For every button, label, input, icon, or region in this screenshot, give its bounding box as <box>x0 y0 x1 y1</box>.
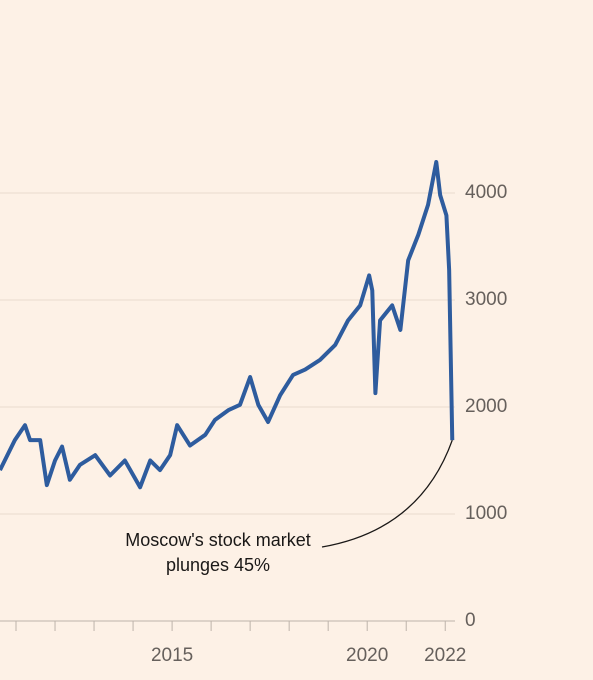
y-tick-label: 2000 <box>465 396 507 417</box>
y-tick-label: 0 <box>465 610 476 631</box>
plot <box>0 159 455 548</box>
x-tick-label: 2020 <box>346 645 388 666</box>
grid <box>0 192 455 631</box>
y-tick-label: 3000 <box>465 289 507 310</box>
line-series <box>0 159 455 490</box>
y-tick-label: 4000 <box>465 182 507 203</box>
annotation-text: Moscow's stock market <box>125 530 310 550</box>
x-tick-label: 2015 <box>151 645 193 666</box>
y-tick-label: 1000 <box>465 503 507 524</box>
annotation-connector <box>321 439 453 548</box>
annotation-text: plunges 45% <box>166 555 270 575</box>
x-tick-label: 2022 <box>424 645 466 666</box>
